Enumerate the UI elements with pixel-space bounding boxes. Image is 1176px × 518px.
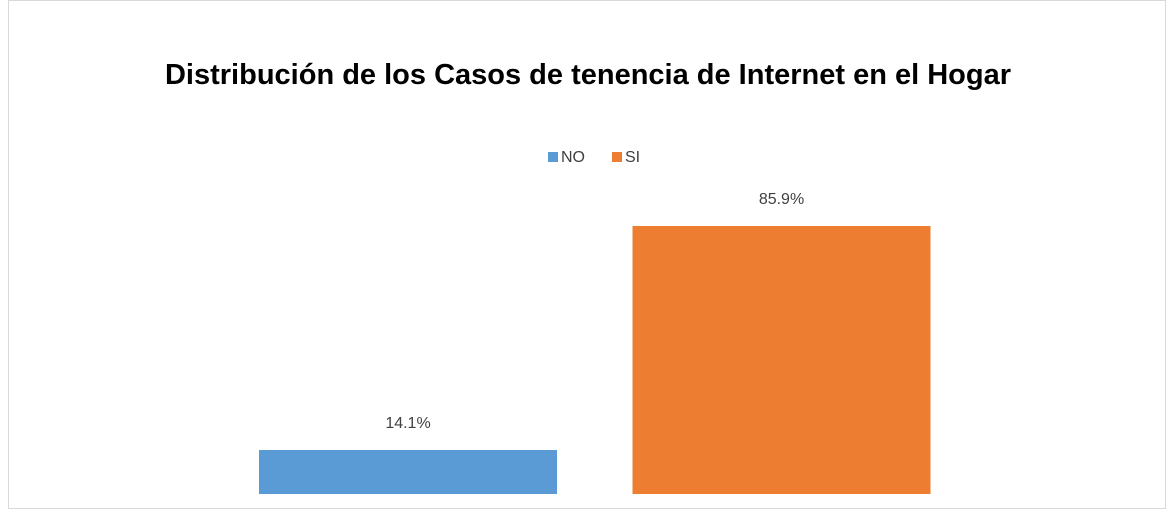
- bar: [259, 450, 557, 494]
- data-label: 85.9%: [759, 191, 804, 208]
- chart-title: Distribución de los Casos de tenencia de…: [164, 59, 1012, 91]
- data-label: 14.1%: [385, 415, 430, 432]
- chart-frame: [8, 0, 1166, 509]
- bar: [632, 226, 931, 494]
- legend-label: SI: [625, 149, 640, 166]
- legend-swatch: [548, 152, 558, 162]
- legend-swatch: [612, 152, 622, 162]
- legend-label: NO: [561, 149, 585, 166]
